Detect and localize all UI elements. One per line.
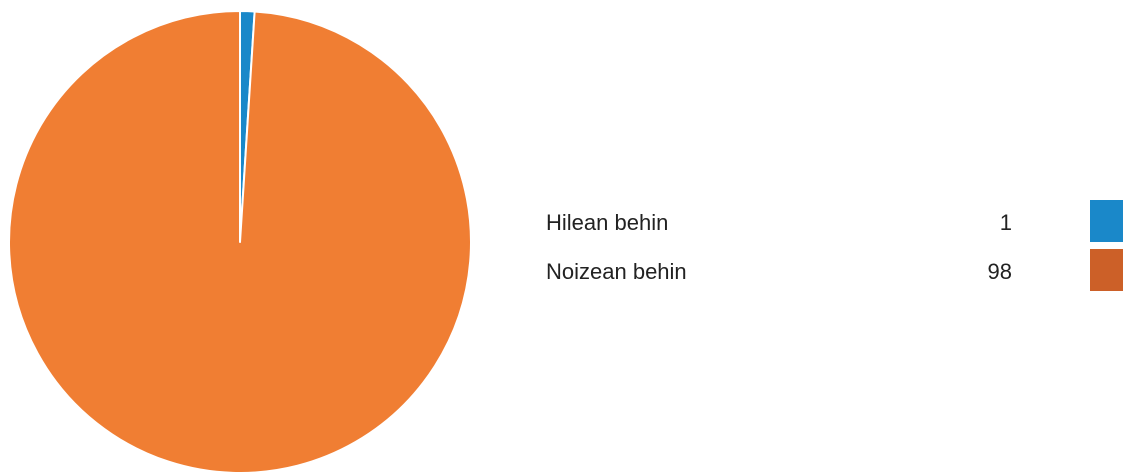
legend-label: Hilean behin — [546, 210, 668, 235]
pie — [8, 10, 472, 472]
legend-swatch — [1090, 249, 1123, 291]
legend-value: 1 — [1000, 210, 1012, 235]
legend-value: 98 — [988, 259, 1012, 284]
pie-slice — [8, 10, 472, 472]
legend-label: Noizean behin — [546, 259, 687, 284]
legend-swatch — [1090, 200, 1123, 242]
legend: Hilean behin 1 Noizean behin 98 — [546, 200, 1123, 291]
